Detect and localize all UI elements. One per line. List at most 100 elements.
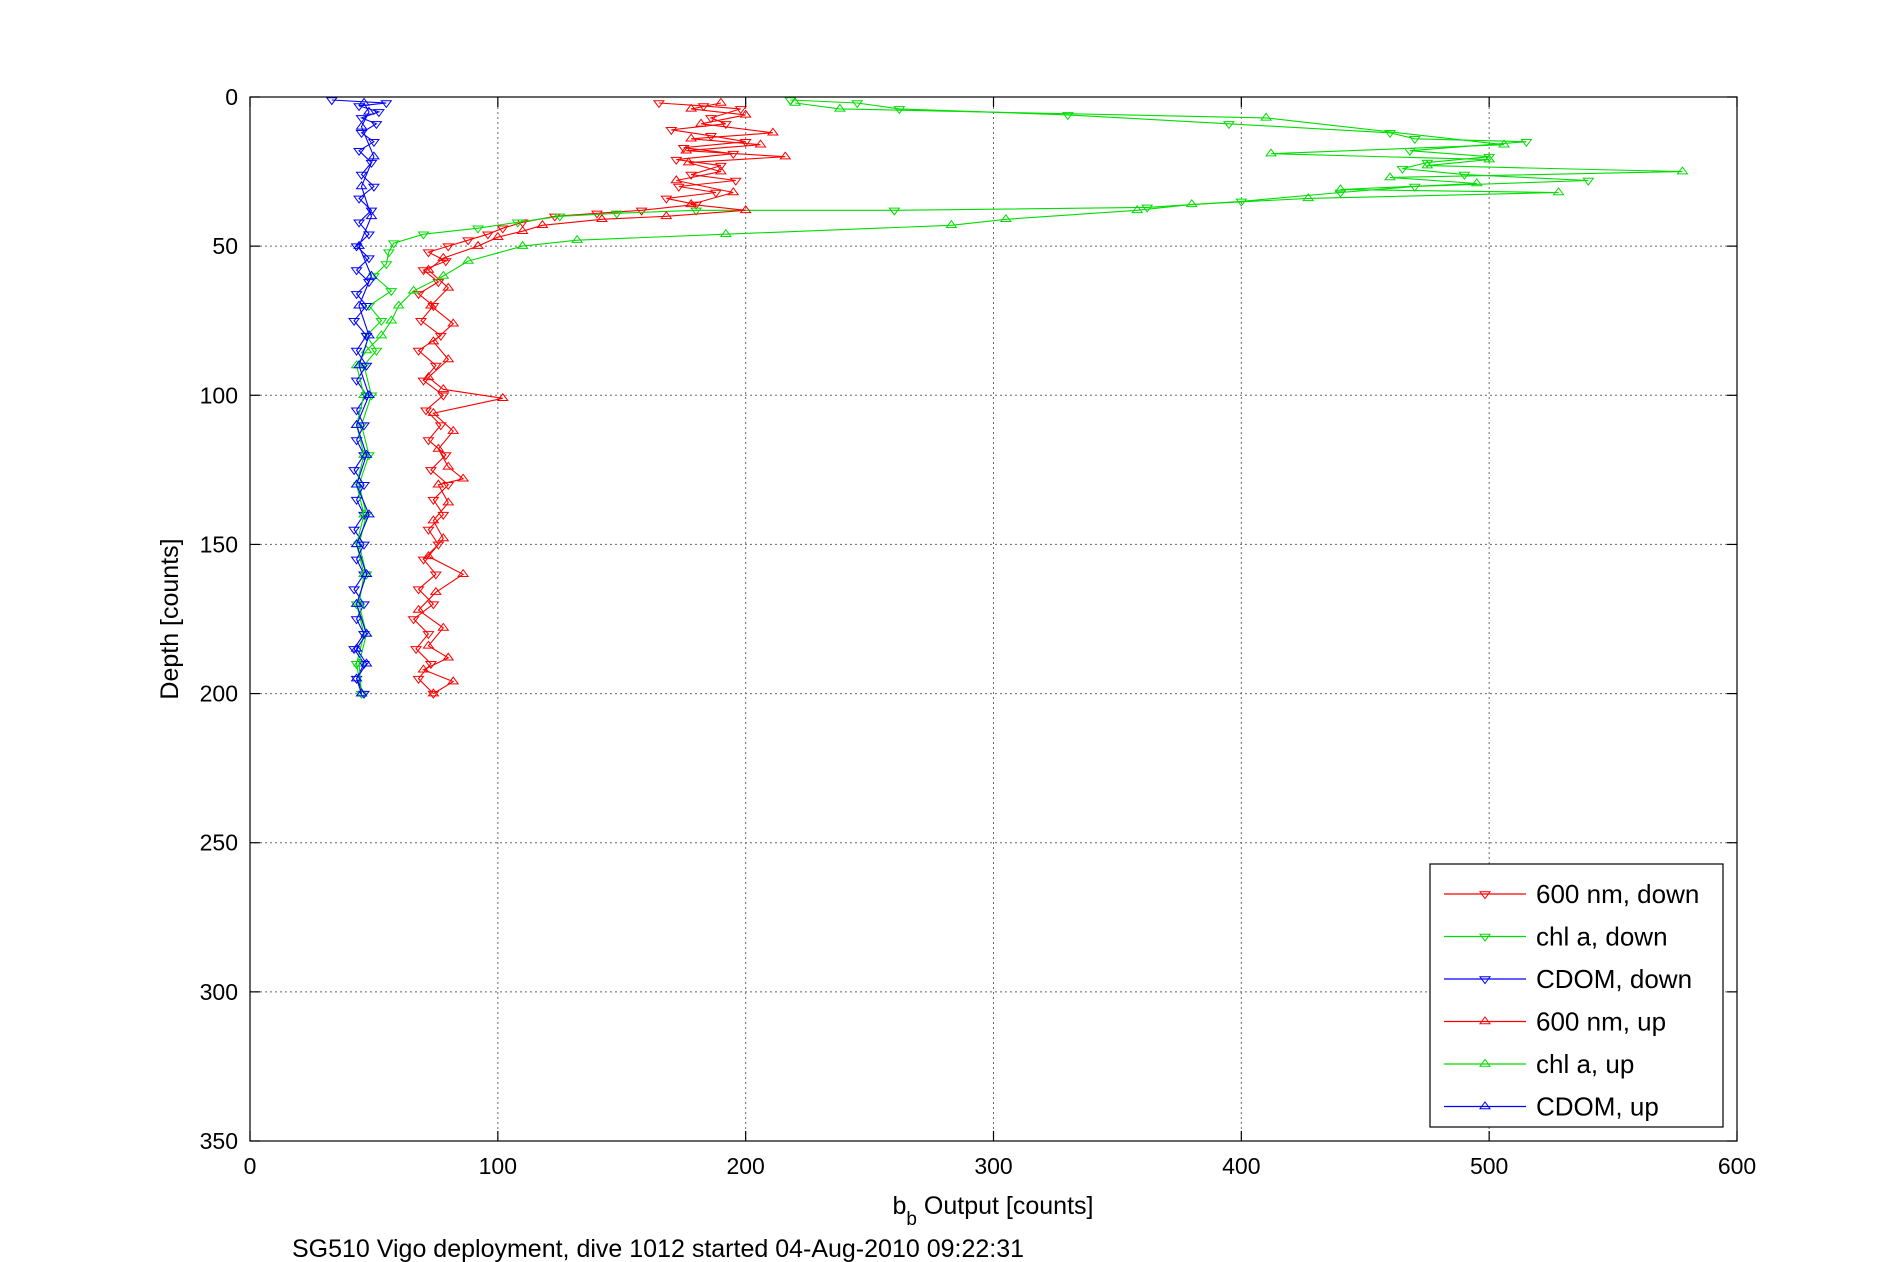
- data-point: [360, 658, 373, 667]
- data-point: [685, 171, 698, 180]
- data-point: [729, 177, 742, 186]
- data-point: [714, 97, 727, 106]
- data-point: [350, 556, 363, 565]
- data-point: [370, 347, 383, 356]
- data-point: [355, 181, 368, 190]
- legend-item: CDOM, down: [1444, 964, 1692, 994]
- data-point: [553, 213, 566, 222]
- data-point: [348, 586, 361, 595]
- data-point: [417, 556, 430, 565]
- series-line: [417, 102, 786, 695]
- data-point: [380, 261, 393, 270]
- data-point: [672, 183, 685, 192]
- data-point: [412, 586, 425, 595]
- x-tick-label: 0: [244, 1153, 257, 1179]
- data-point: [999, 213, 1012, 223]
- data-point: [350, 643, 363, 652]
- data-point: [442, 282, 455, 291]
- data-point: [739, 109, 752, 118]
- data-point: [739, 205, 752, 214]
- data-point: [355, 121, 368, 130]
- data-point: [350, 267, 363, 276]
- data-point: [358, 601, 370, 610]
- data-point: [434, 422, 447, 431]
- data-point: [360, 628, 373, 637]
- data-point: [360, 568, 373, 578]
- axis-ticks: 0 100 200 300 400 500 600 0 50 100 150 200 250 300 350: [200, 84, 1757, 1179]
- y-tick-label: 0: [225, 84, 238, 110]
- data-point: [670, 156, 683, 165]
- data-point: [1061, 112, 1074, 121]
- data-point: [353, 360, 366, 369]
- data-point: [412, 291, 425, 300]
- data-point: [704, 115, 717, 124]
- data-point: [511, 219, 524, 228]
- y-tick-label: 350: [200, 1128, 238, 1154]
- data-point: [355, 115, 368, 124]
- data-point: [682, 157, 695, 166]
- data-point: [665, 127, 678, 136]
- data-point: [355, 688, 368, 697]
- legend-swatch-marker: [1479, 891, 1491, 900]
- data-point: [1552, 187, 1565, 196]
- data-point: [437, 252, 450, 261]
- data-point: [432, 479, 445, 488]
- data-point: [422, 437, 435, 446]
- data-point: [358, 690, 370, 699]
- data-point: [427, 407, 440, 416]
- legend-label: 600 nm, down: [1536, 879, 1699, 909]
- data-point: [385, 288, 398, 297]
- data-point: [429, 362, 442, 371]
- data-point: [719, 121, 732, 130]
- data-point: [690, 207, 703, 216]
- data-point: [1498, 139, 1511, 148]
- data-point: [358, 660, 370, 670]
- data-point: [719, 228, 732, 237]
- data-point: [516, 240, 529, 249]
- data-point: [1408, 136, 1421, 145]
- data-point: [348, 317, 361, 327]
- data-point: [358, 422, 370, 431]
- data-point: [350, 347, 363, 356]
- data-point: [680, 145, 693, 154]
- data-point: [1520, 138, 1533, 148]
- data-point: [362, 231, 375, 240]
- data-point: [353, 219, 366, 228]
- data-point: [353, 300, 366, 309]
- data-point: [1470, 178, 1483, 187]
- data-point: [417, 664, 430, 673]
- data-point: [372, 109, 385, 118]
- y-tick-label: 250: [200, 830, 238, 856]
- data-point: [516, 225, 529, 234]
- legend-item: chl a, up: [1444, 1049, 1634, 1079]
- data-point: [660, 210, 673, 220]
- data-point: [380, 100, 393, 109]
- x-tick-label: 400: [1222, 1153, 1260, 1179]
- x-tick-label: 300: [974, 1153, 1012, 1179]
- data-point: [1260, 112, 1273, 121]
- data-point: [432, 541, 445, 550]
- data-point: [350, 675, 363, 684]
- data-point: [457, 473, 470, 482]
- data-point: [353, 658, 366, 667]
- data-point: [348, 526, 361, 535]
- data-point: [709, 189, 722, 198]
- data-point: [442, 354, 455, 363]
- data-point: [367, 138, 380, 148]
- data-point: [362, 106, 375, 115]
- data-point: [457, 568, 470, 578]
- data-point: [432, 443, 445, 452]
- y-tick-label: 200: [200, 681, 238, 707]
- data-point: [370, 121, 383, 130]
- data-point: [427, 688, 440, 697]
- data-point: [422, 551, 435, 560]
- legend-item: CDOM, up: [1444, 1092, 1659, 1122]
- data-point: [350, 598, 363, 607]
- data-point: [427, 496, 440, 506]
- data-point: [407, 285, 420, 294]
- data-point: [353, 240, 366, 249]
- data-point: [427, 601, 440, 610]
- legend-swatch-marker: [1479, 1016, 1491, 1025]
- x-tick-label: 600: [1718, 1153, 1756, 1179]
- data-point: [660, 195, 673, 204]
